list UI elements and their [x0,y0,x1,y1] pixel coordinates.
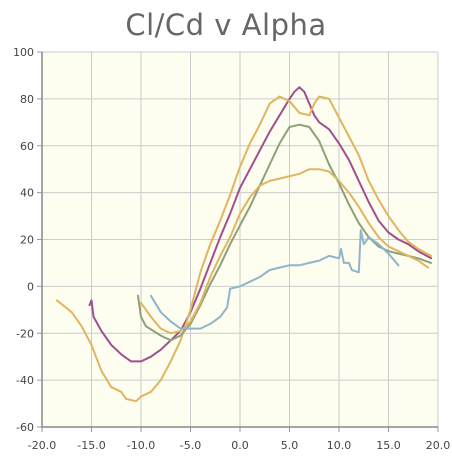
x-tick-label: -10.0 [127,439,155,452]
y-tick-label: 80 [20,93,34,106]
axes [37,51,439,432]
series-line-1 [88,86,433,363]
tick-labels: -20.0 -15.0 -10.0 -5.0 0.0 5.0 10.0 15.0 20.0 -60… [13,46,450,452]
x-tick-label: 5.0 [281,439,299,452]
chart-title: Cl/Cd v Alpha [125,8,327,42]
grid-lines [41,51,439,428]
series-line-3 [137,123,433,342]
y-tick-label: 60 [20,140,34,153]
x-tick-label: -5.0 [180,439,201,452]
y-tick-label: 0 [27,280,34,293]
x-tick-label: 10.0 [327,439,352,452]
y-tick-label: -40 [16,374,34,387]
y-tick-label: 40 [20,187,34,200]
series-lines [55,86,433,403]
x-tick-label: 0.0 [231,439,249,452]
x-tick-label: -20.0 [28,439,56,452]
series-line-5 [149,229,400,330]
y-tick-label: -60 [16,421,34,434]
x-tick-label: 20.0 [426,439,451,452]
x-tick-label: 15.0 [376,439,401,452]
series-line-2 [55,95,433,403]
y-tick-label: 100 [13,46,34,59]
x-tick-label: -15.0 [77,439,105,452]
y-tick-label: 20 [20,234,34,247]
series-line-4 [140,168,430,335]
y-tick-label: -20 [16,327,34,340]
